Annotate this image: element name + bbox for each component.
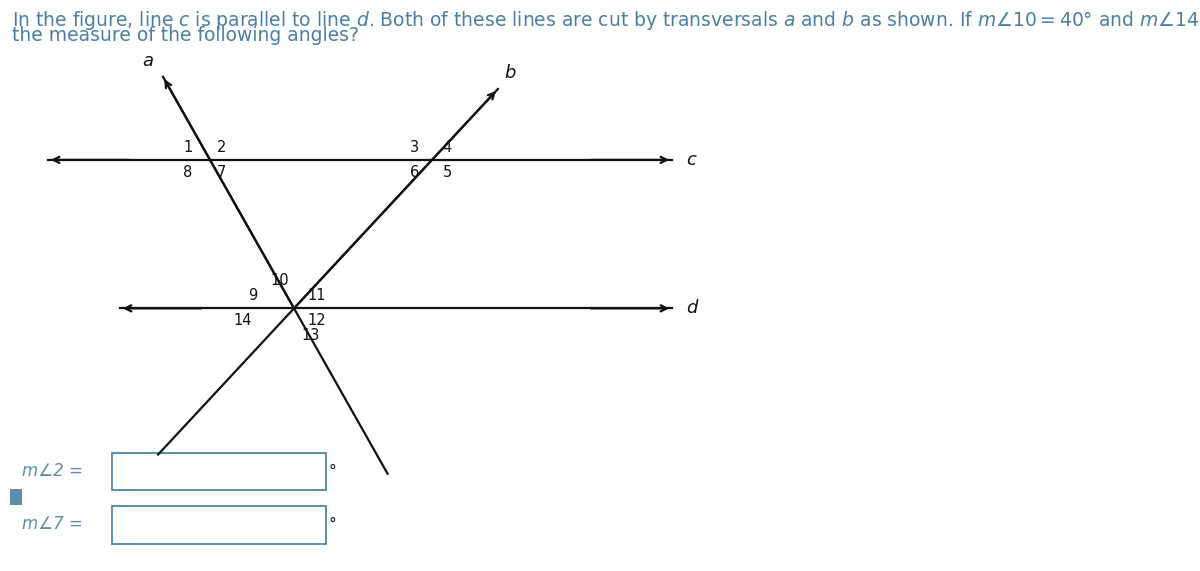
Text: 4: 4 — [443, 140, 452, 155]
Text: 8: 8 — [184, 165, 193, 180]
Text: 2: 2 — [216, 140, 226, 155]
Text: 3: 3 — [410, 140, 419, 155]
Text: 12: 12 — [307, 313, 326, 328]
Text: d: d — [686, 299, 697, 317]
Text: b: b — [504, 64, 516, 82]
Text: the measure of the following angles?: the measure of the following angles? — [12, 26, 359, 45]
Text: In the figure, line $c$ is parallel to line $d$. Both of these lines are cut by : In the figure, line $c$ is parallel to l… — [12, 9, 1200, 31]
Text: 14: 14 — [233, 313, 252, 328]
Text: 7: 7 — [216, 165, 226, 180]
FancyBboxPatch shape — [10, 489, 22, 505]
Text: °: ° — [329, 464, 336, 478]
Text: 6: 6 — [409, 165, 419, 180]
Text: 13: 13 — [302, 328, 320, 343]
Text: 10: 10 — [270, 274, 289, 288]
Text: 11: 11 — [307, 288, 325, 303]
Text: 1: 1 — [184, 140, 193, 155]
Text: 9: 9 — [247, 288, 257, 303]
Text: a: a — [142, 52, 152, 70]
Text: m∠7 =: m∠7 = — [22, 515, 83, 533]
FancyBboxPatch shape — [112, 453, 326, 490]
FancyBboxPatch shape — [112, 506, 326, 544]
Text: °: ° — [329, 517, 336, 532]
Text: m∠2 =: m∠2 = — [22, 462, 83, 480]
Text: c: c — [686, 151, 696, 169]
Text: 5: 5 — [443, 165, 452, 180]
